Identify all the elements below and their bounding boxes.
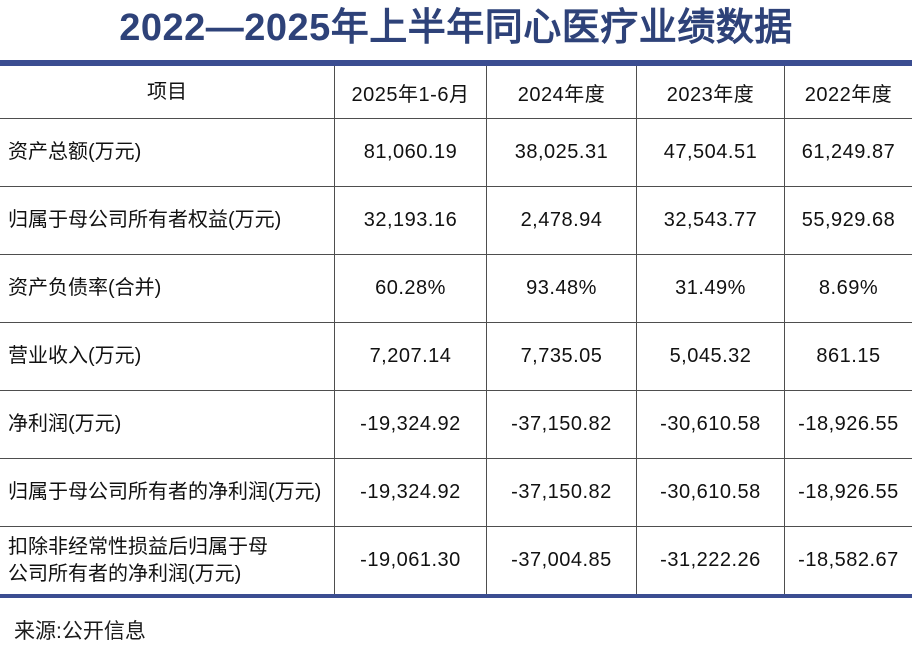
- cell-value: 32,193.16: [334, 187, 486, 254]
- table-row-total-assets: 资产总额(万元) 81,060.19 38,025.31 47,504.51 6…: [0, 119, 912, 187]
- row-label: 归属于母公司所有者权益(万元): [8, 209, 282, 231]
- cell-value: 93.48%: [486, 255, 636, 322]
- cell-value: 861.15: [784, 323, 912, 390]
- row-label: 资产负债率(合并): [8, 277, 162, 299]
- cell-value: 60.28%: [334, 255, 486, 322]
- column-header-item: 项目: [147, 80, 187, 103]
- financial-data-table: 项目 2025年1-6月 2024年度 2023年度 2022年度 资产总额(万…: [0, 60, 912, 598]
- cell-value: -37,150.82: [486, 391, 636, 458]
- table-row-debt-ratio: 资产负债率(合并) 60.28% 93.48% 31.49% 8.69%: [0, 255, 912, 323]
- cell-value: -19,324.92: [334, 459, 486, 526]
- cell-value: 38,025.31: [486, 119, 636, 186]
- cell-value: 32,543.77: [636, 187, 784, 254]
- cell-value: 55,929.68: [784, 187, 912, 254]
- row-label: 资产总额(万元): [8, 141, 142, 163]
- cell-value: -30,610.58: [636, 459, 784, 526]
- table-row-revenue: 营业收入(万元) 7,207.14 7,735.05 5,045.32 861.…: [0, 323, 912, 391]
- cell-value: 61,249.87: [784, 119, 912, 186]
- cell-value: 47,504.51: [636, 119, 784, 186]
- cell-value: 7,207.14: [334, 323, 486, 390]
- cell-value: -18,926.55: [784, 459, 912, 526]
- cell-value: 81,060.19: [334, 119, 486, 186]
- row-label: 营业收入(万元): [8, 345, 142, 367]
- row-label: 扣除非经常性损益后归属于母 公司所有者的净利润(万元): [8, 535, 268, 585]
- source-note: 来源:公开信息: [14, 620, 146, 643]
- table-row-deducted-net-profit: 扣除非经常性损益后归属于母 公司所有者的净利润(万元) -19,061.30 -…: [0, 527, 912, 594]
- row-label: 归属于母公司所有者的净利润(万元): [8, 481, 322, 503]
- table-row-net-profit: 净利润(万元) -19,324.92 -37,150.82 -30,610.58…: [0, 391, 912, 459]
- page-title: 2022—2025年上半年同心医疗业绩数据: [119, 7, 793, 49]
- cell-value: -30,610.58: [636, 391, 784, 458]
- table-header-row: 项目 2025年1-6月 2024年度 2023年度 2022年度: [0, 66, 912, 119]
- cell-value: -18,582.67: [784, 527, 912, 594]
- column-header-2022: 2022年度: [784, 66, 912, 118]
- table-row-parent-equity: 归属于母公司所有者权益(万元) 32,193.16 2,478.94 32,54…: [0, 187, 912, 255]
- cell-value: 2,478.94: [486, 187, 636, 254]
- cell-value: -19,061.30: [334, 527, 486, 594]
- cell-value: 8.69%: [784, 255, 912, 322]
- column-header-2023: 2023年度: [636, 66, 784, 118]
- cell-value: 5,045.32: [636, 323, 784, 390]
- cell-value: -18,926.55: [784, 391, 912, 458]
- cell-value: -31,222.26: [636, 527, 784, 594]
- row-label: 净利润(万元): [8, 413, 122, 435]
- column-header-2025h1: 2025年1-6月: [334, 66, 486, 118]
- cell-value: 7,735.05: [486, 323, 636, 390]
- column-header-2024: 2024年度: [486, 66, 636, 118]
- page: 2022—2025年上半年同心医疗业绩数据 项目 2025年1-6月 2024年…: [0, 5, 912, 645]
- cell-value: 31.49%: [636, 255, 784, 322]
- cell-value: -37,150.82: [486, 459, 636, 526]
- cell-value: -37,004.85: [486, 527, 636, 594]
- cell-value: -19,324.92: [334, 391, 486, 458]
- table-row-parent-net-profit: 归属于母公司所有者的净利润(万元) -19,324.92 -37,150.82 …: [0, 459, 912, 527]
